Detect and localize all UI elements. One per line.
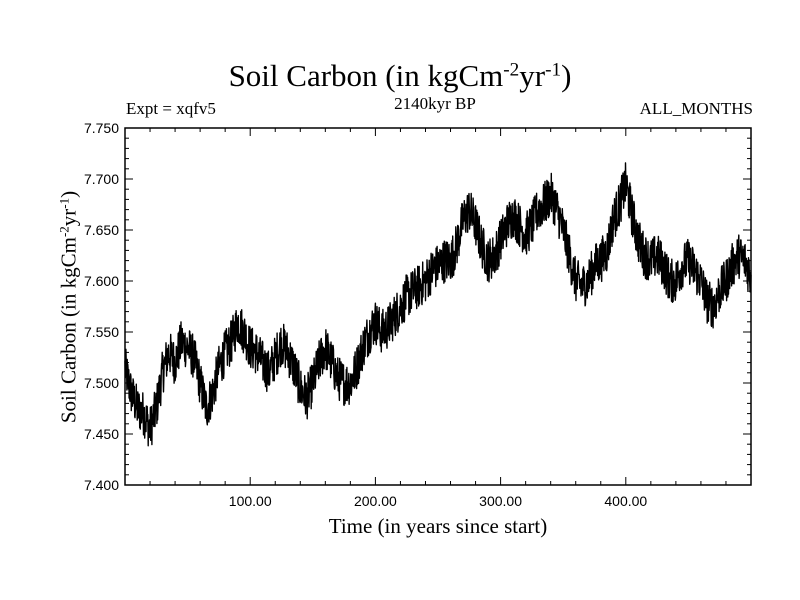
y-tick-label: 7.650 [84, 222, 119, 238]
chart-title: Soil Carbon (in kgCm-2yr-1) [228, 58, 572, 93]
x-tick-label: 100.00 [229, 493, 272, 509]
y-tick-label: 7.500 [84, 375, 119, 391]
y-tick-label: 7.600 [84, 273, 119, 289]
months-label: ALL_MONTHS [639, 99, 753, 118]
y-axis-label: Soil Carbon (in kgCm-2yr-1) [56, 190, 81, 424]
x-tick-label: 400.00 [604, 493, 647, 509]
series-line [124, 162, 752, 447]
experiment-label: Expt = xqfv5 [126, 99, 216, 118]
plot-frame [124, 127, 752, 486]
y-tick-label: 7.750 [84, 120, 119, 136]
y-tick-label: 7.550 [84, 324, 119, 340]
y-tick-label: 7.450 [84, 426, 119, 442]
period-label: 2140kyr BP [394, 94, 476, 113]
series-layer [124, 162, 752, 447]
axis-layer: 100.00 200.00 300.00 400.00 7.400 7.450 7.500 7… [84, 120, 751, 509]
y-tick-label: 7.400 [84, 477, 119, 493]
x-tick-label: 300.00 [479, 493, 522, 509]
x-axis-label: Time (in years since start) [328, 514, 548, 538]
y-tick-label: 7.700 [84, 171, 119, 187]
x-tick-label: 200.00 [354, 493, 397, 509]
